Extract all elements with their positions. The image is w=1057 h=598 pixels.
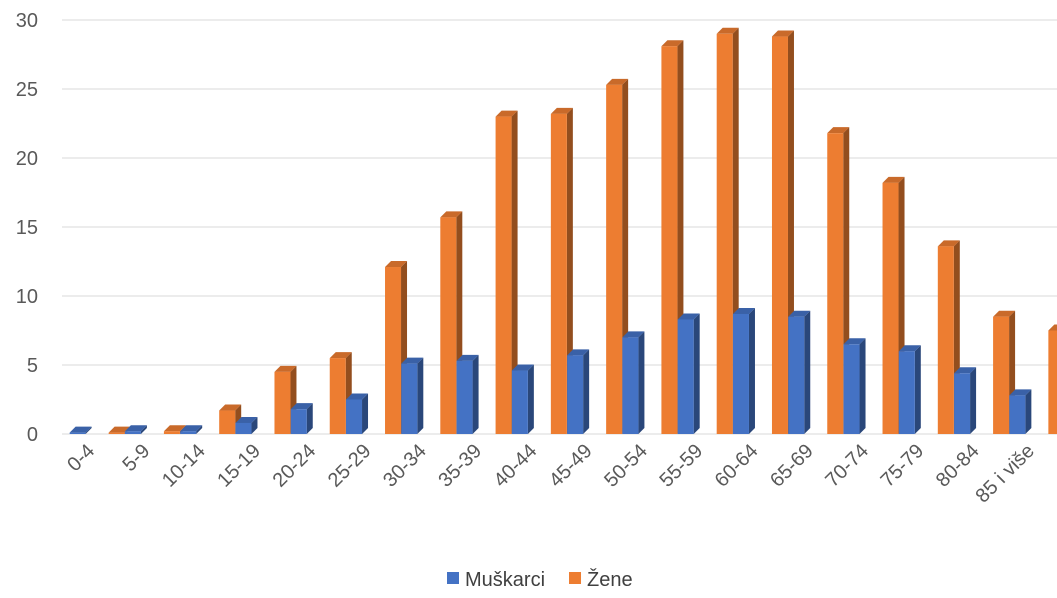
y-tick-label: 10	[16, 286, 38, 308]
bar-muskarci	[677, 313, 700, 434]
bar-zene	[1048, 324, 1057, 434]
x-tick-label: 30-34	[379, 440, 431, 492]
x-tick-label: 45-49	[545, 440, 597, 492]
x-tick-label: 40-44	[490, 440, 542, 492]
x-tick-label: 35-39	[434, 440, 486, 492]
bar-muskarci	[788, 310, 811, 434]
y-axis: 0 5 10 15 20 25 30	[16, 10, 38, 446]
bar-muskarci	[567, 349, 590, 434]
bar-muskarci	[622, 331, 645, 434]
bar-muskarci	[69, 426, 92, 434]
bar-muskarci	[456, 354, 479, 434]
x-tick-label: 0-4	[63, 440, 99, 476]
bar-zene	[495, 110, 518, 434]
legend-item-zene: Žene	[569, 568, 633, 591]
legend-label: Muškarci	[465, 569, 545, 591]
x-tick-label: 15-19	[213, 440, 265, 492]
y-tick-label: 15	[16, 217, 38, 239]
x-tick-label: 5-9	[118, 440, 154, 476]
bar-muskarci	[346, 393, 369, 434]
legend-swatch	[569, 572, 582, 584]
x-tick-label: 50-54	[600, 440, 652, 492]
legend-label: Žene	[587, 568, 633, 591]
bar-muskarci	[898, 345, 921, 434]
x-tick-label: 20-24	[269, 440, 321, 492]
bar-muskarci	[180, 425, 203, 434]
bar-muskarci	[124, 425, 147, 434]
bars	[69, 27, 1057, 435]
legend: Muškarci Žene	[447, 568, 633, 591]
x-tick-label: 85 i više	[971, 440, 1038, 507]
legend-swatch	[447, 572, 459, 584]
x-tick-label: 60-64	[711, 440, 763, 492]
y-tick-label: 30	[16, 10, 38, 32]
y-tick-label: 0	[27, 424, 38, 446]
bar-muskarci	[1009, 389, 1032, 434]
x-tick-label: 80-84	[932, 440, 984, 492]
y-tick-label: 20	[16, 148, 38, 170]
bar-muskarci	[954, 367, 977, 434]
x-tick-label: 70-74	[821, 440, 873, 492]
x-tick-label: 25-29	[324, 440, 376, 492]
y-tick-label: 5	[27, 355, 38, 377]
bar-muskarci	[235, 416, 258, 434]
bar-muskarci	[401, 357, 424, 434]
x-tick-label: 10-14	[158, 440, 210, 492]
bar-muskarci	[290, 403, 313, 434]
legend-item-muskarci: Muškarci	[447, 569, 545, 591]
x-tick-label: 55-59	[656, 440, 708, 492]
x-tick-label: 75-79	[877, 440, 929, 492]
x-tick-label: 65-69	[766, 440, 818, 492]
bar-muskarci	[732, 307, 755, 434]
bar-muskarci	[843, 338, 866, 434]
bar-muskarci	[511, 364, 534, 434]
x-axis: 0-4 5-9 10-14 15-19 20-24 25-29 30-34 35-39 40-4…	[63, 440, 1039, 507]
y-tick-label: 25	[16, 79, 38, 101]
